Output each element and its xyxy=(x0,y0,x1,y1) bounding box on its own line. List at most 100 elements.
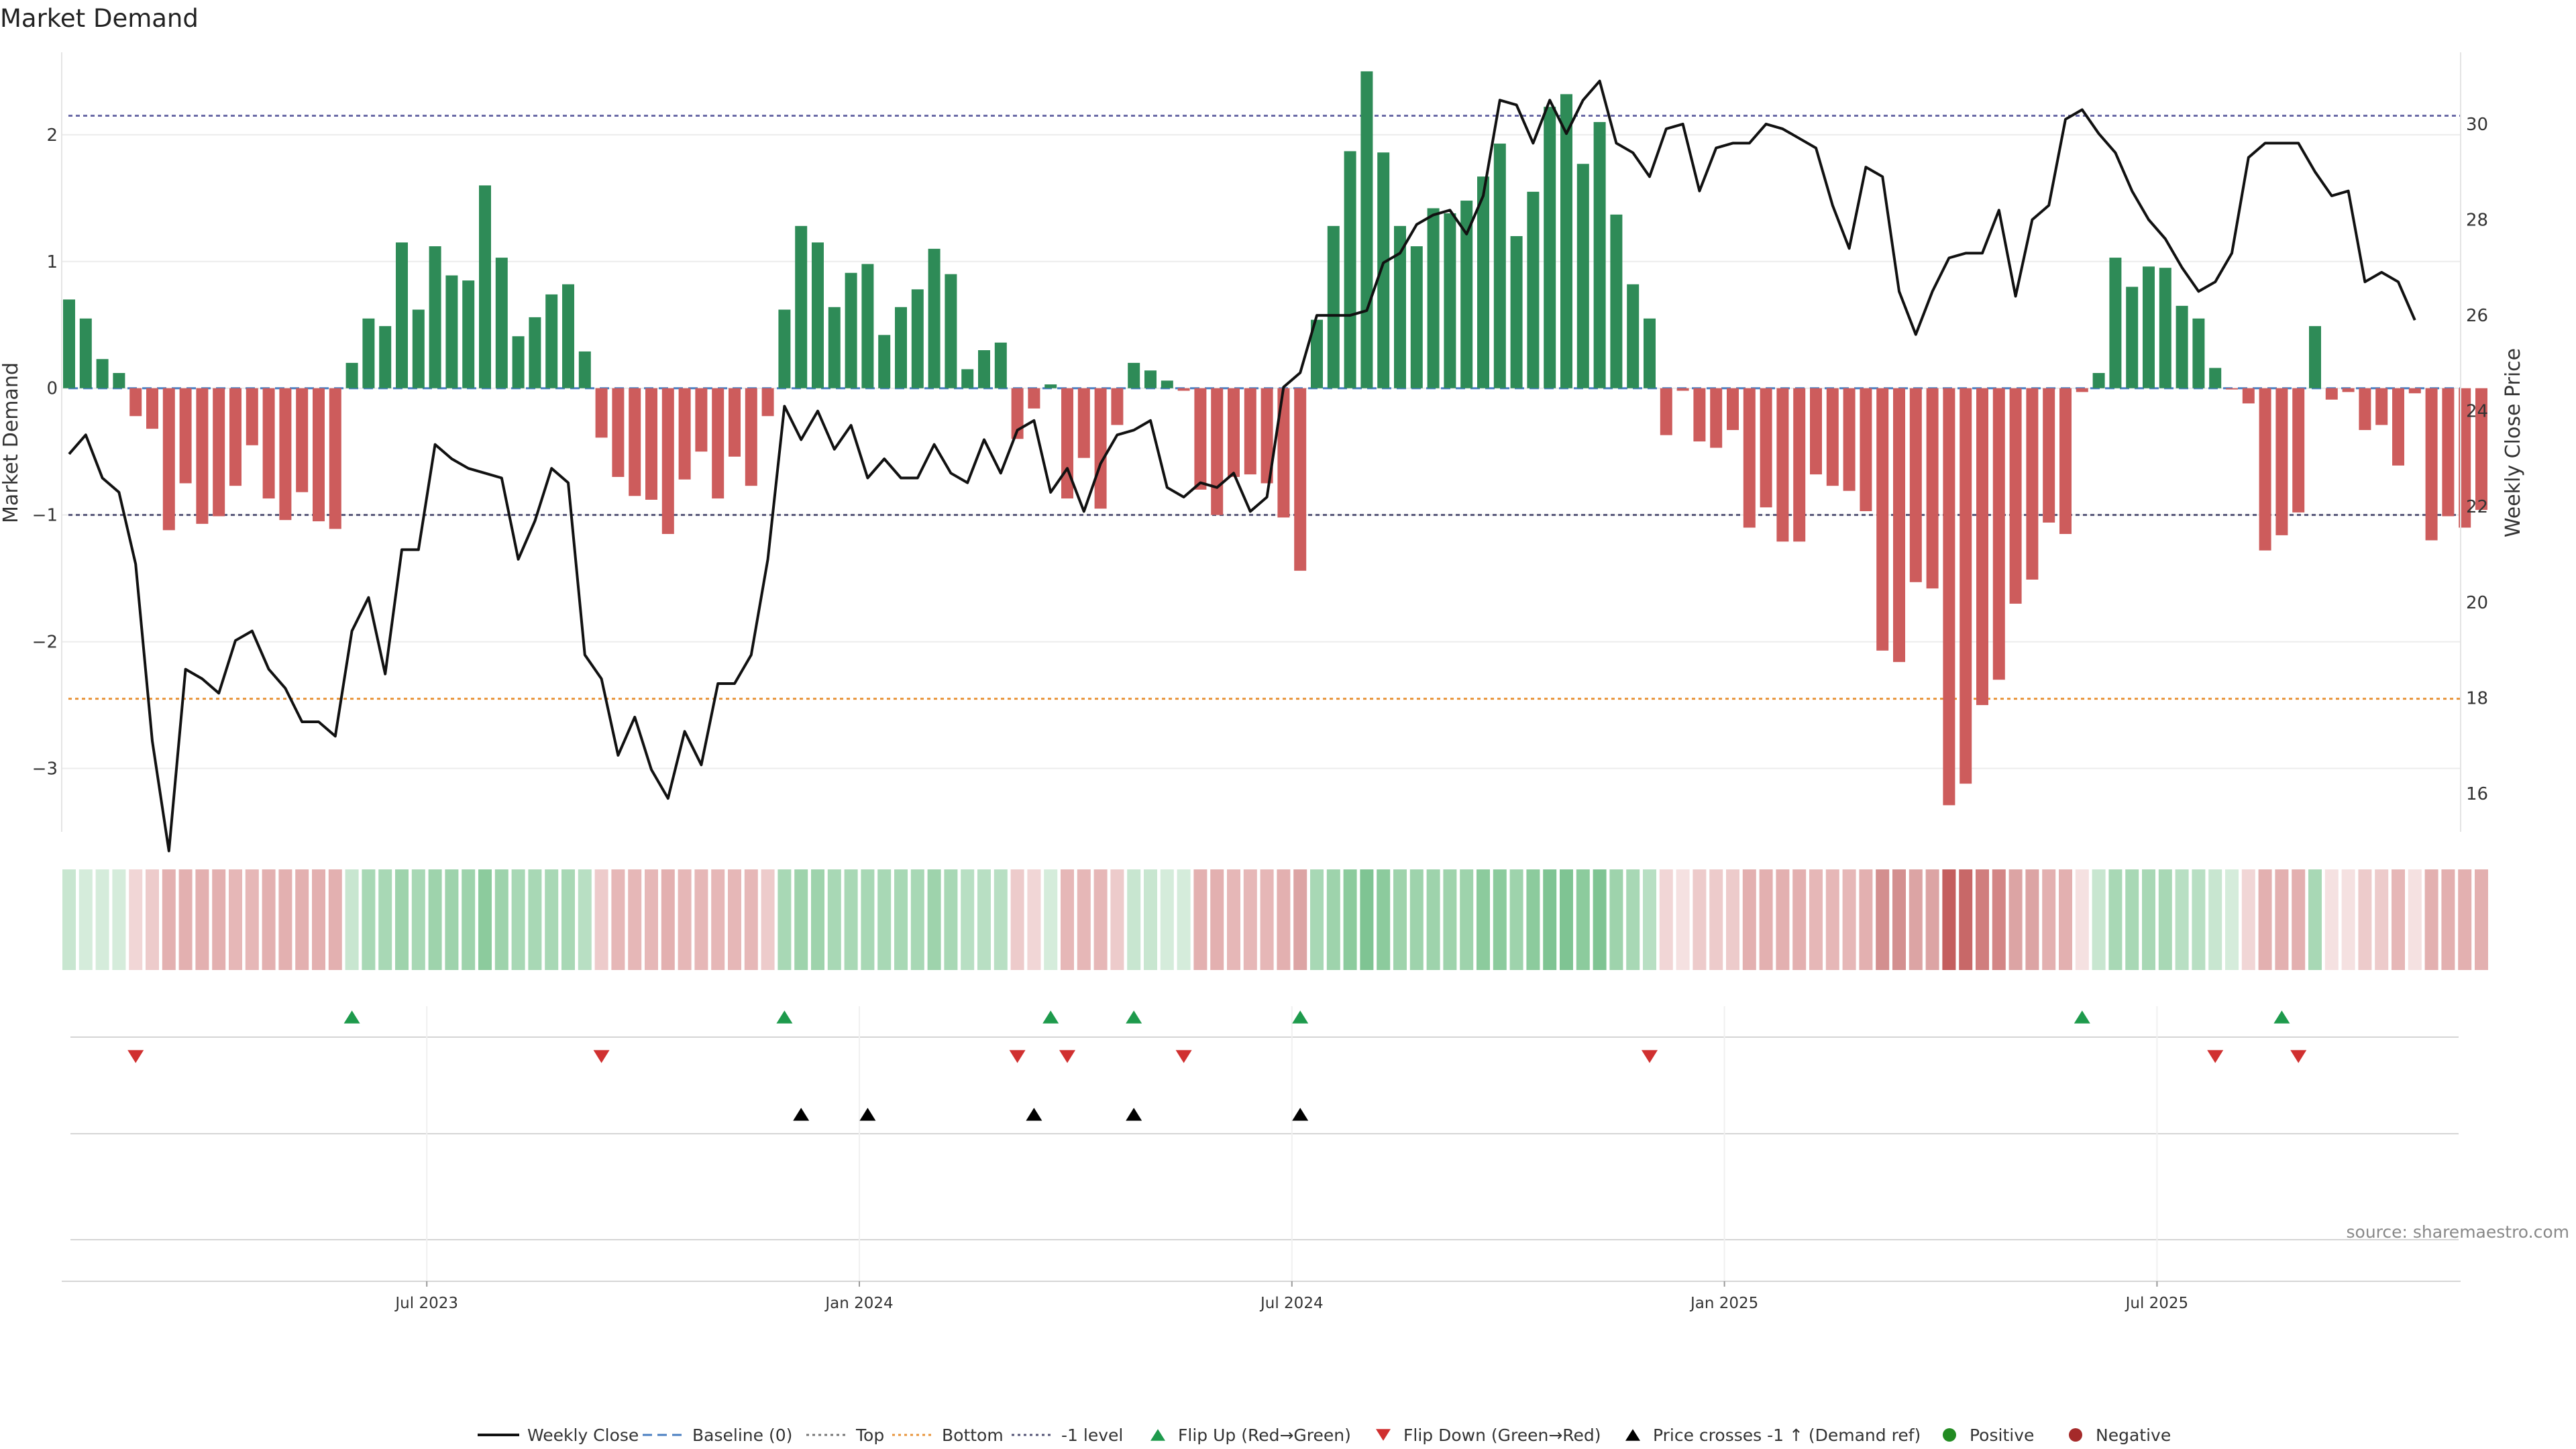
demand-bar xyxy=(329,388,341,529)
demand-bar xyxy=(578,351,591,388)
heat-cell xyxy=(1277,869,1291,970)
demand-bar xyxy=(1593,121,1606,388)
demand-bar xyxy=(778,309,791,388)
demand-bar xyxy=(1177,388,1190,391)
heat-cell xyxy=(411,869,425,970)
heat-cell xyxy=(2192,869,2206,970)
heat-cell xyxy=(977,869,991,970)
demand-bar xyxy=(911,289,924,388)
legend-swatch-flip-up xyxy=(1150,1429,1165,1441)
heat-cell xyxy=(1093,869,1108,970)
heat-cell xyxy=(178,869,193,970)
demand-bar xyxy=(1128,362,1140,388)
heat-cell xyxy=(1493,869,1507,970)
demand-bar xyxy=(396,242,408,388)
demand-bar xyxy=(2026,388,2039,580)
demand-bar xyxy=(595,388,608,438)
demand-bar xyxy=(96,359,109,388)
heat-cell xyxy=(1526,869,1540,970)
demand-bar xyxy=(978,350,990,388)
demand-bar xyxy=(179,388,192,484)
flip-down-marker xyxy=(593,1050,610,1063)
demand-bar xyxy=(1710,388,1723,448)
source-note: source: sharemaestro.com xyxy=(2347,1222,2570,1242)
heat-cell xyxy=(694,869,708,970)
flip-up-marker xyxy=(776,1010,793,1024)
demand-bar xyxy=(1510,235,1523,388)
heat-cell xyxy=(2025,869,2039,970)
flip-down-marker xyxy=(1175,1050,1192,1063)
demand-bar xyxy=(1077,388,1090,458)
heat-cell xyxy=(2258,869,2272,970)
heat-cell xyxy=(2175,869,2189,970)
x-tick-label: Jul 2025 xyxy=(2125,1295,2189,1312)
demand-bar xyxy=(2408,388,2421,394)
demand-bar xyxy=(2442,388,2455,517)
heat-cell xyxy=(1409,869,1424,970)
heat-cell xyxy=(827,869,841,970)
demand-bar xyxy=(262,388,275,499)
heat-cell xyxy=(910,869,924,970)
legend-swatch-price-cross xyxy=(1625,1429,1640,1441)
demand-bar xyxy=(1926,388,1939,589)
demand-bar xyxy=(1793,388,1806,542)
demand-bar xyxy=(812,242,824,388)
demand-bar xyxy=(1444,213,1456,388)
heat-cell xyxy=(1809,869,1823,970)
price-cross-marker xyxy=(1026,1108,1042,1121)
left-tick-label: 1 xyxy=(46,252,58,272)
heat-cell xyxy=(2092,869,2106,970)
demand-bar xyxy=(678,388,691,480)
demand-bar xyxy=(1660,388,1672,435)
heat-cell xyxy=(1326,869,1340,970)
heat-cell xyxy=(2424,869,2438,970)
legend-swatch-positive xyxy=(1943,1428,1956,1442)
left-tick-label: −1 xyxy=(32,506,58,526)
heat-cell xyxy=(2308,869,2322,970)
right-tick-label: 24 xyxy=(2466,402,2488,422)
heat-cell xyxy=(1144,869,1157,970)
heat-cell xyxy=(1759,869,1773,970)
demand-bar xyxy=(1776,388,1789,542)
heat-cell xyxy=(1593,869,1607,970)
heat-cell xyxy=(1659,869,1673,970)
heat-cell xyxy=(594,869,608,970)
heat-cell xyxy=(861,869,875,970)
flip-up-marker xyxy=(343,1010,360,1024)
flip-down-marker xyxy=(2290,1050,2307,1063)
demand-bar xyxy=(462,280,475,388)
demand-bar xyxy=(545,294,558,388)
heat-cell xyxy=(1044,869,1058,970)
heat-cell xyxy=(511,869,525,970)
heat-cell xyxy=(994,869,1008,970)
demand-bar xyxy=(1277,388,1290,518)
heat-cell xyxy=(877,869,892,970)
legend-label: Positive xyxy=(1970,1426,2034,1445)
heat-cell xyxy=(2275,869,2289,970)
demand-bar xyxy=(745,388,757,486)
demand-bar xyxy=(129,388,142,417)
heat-cell xyxy=(528,869,542,970)
heat-cell xyxy=(744,869,758,970)
axes: 2 1 0 −1 −2 −3 30 28 26 24 22 20 18 16 Market Demand We… xyxy=(0,52,2525,832)
legend-label: Weekly Close xyxy=(527,1426,639,1445)
heat-cell xyxy=(229,869,242,970)
demand-bar xyxy=(1860,388,1872,511)
heat-cell xyxy=(112,869,126,970)
demand-bar xyxy=(1760,388,1772,508)
demand-bar xyxy=(1311,319,1323,388)
legend-label: Bottom xyxy=(942,1426,1004,1445)
heat-cell xyxy=(2475,869,2488,970)
left-tick-label: −3 xyxy=(32,759,58,780)
heat-cell xyxy=(146,869,159,970)
heat-cell xyxy=(1160,869,1174,970)
demand-bar xyxy=(2159,268,2171,388)
demand-bar xyxy=(296,388,309,492)
demand-bar xyxy=(2143,266,2155,388)
price-cross-marker xyxy=(1292,1108,1309,1121)
flip-down-marker xyxy=(127,1050,144,1063)
demand-bar xyxy=(1327,225,1340,388)
demand-bar xyxy=(1094,388,1107,509)
demand-bar xyxy=(313,388,325,522)
heat-cell xyxy=(811,869,824,970)
